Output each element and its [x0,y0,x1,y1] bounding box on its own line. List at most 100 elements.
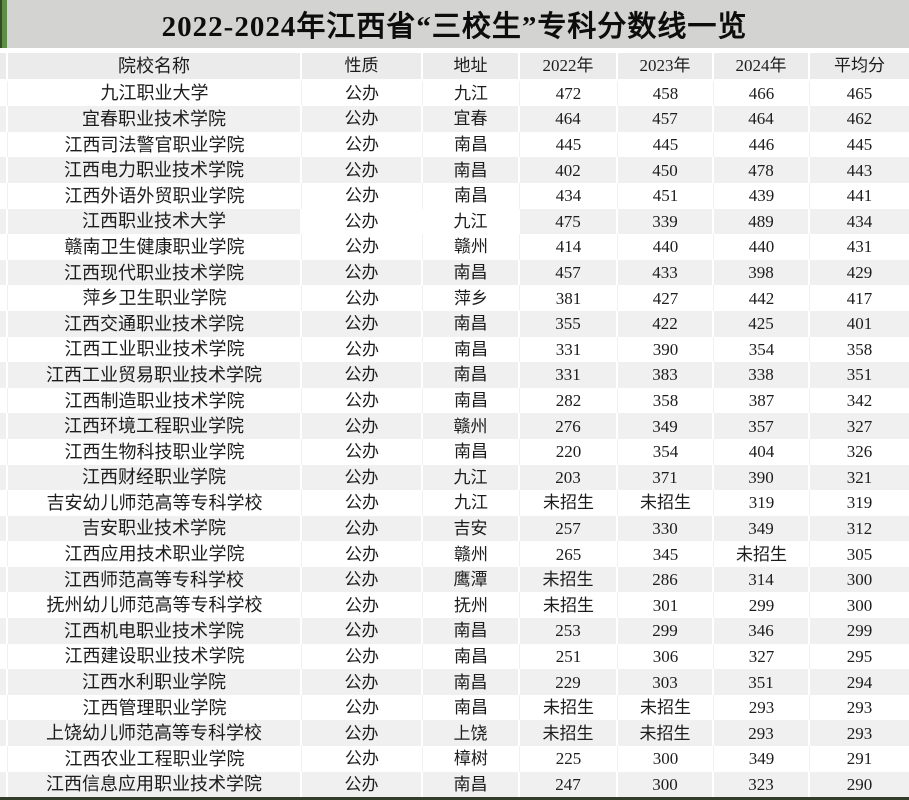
table-cell: 265 [520,541,618,567]
table-cell: 290 [846,774,873,794]
table-cell: 326 [846,442,873,462]
row-left-spacer [0,541,8,567]
row-left-spacer [0,336,8,363]
table-cell: 450 [618,157,714,183]
table-row: 江西财经职业学院 公办 九江 203 371 390 321 [0,464,909,491]
table-cell: 公办 [302,387,423,414]
table-cell: 江西现代职业技术学院 [8,259,302,286]
table-cell: 451 [618,182,714,209]
table-cell: 431 [846,237,873,257]
row-left-spacer [0,80,8,107]
table-cell: 390 [714,464,810,491]
table-cell: 宜春 [423,106,520,132]
table-cell: 公办 [302,106,423,132]
table-cell: 江西建设职业技术学院 [8,643,302,670]
row-left-spacer [0,387,8,414]
table-cell: 323 [714,771,810,798]
table-cell: 354 [714,336,810,363]
table-row: 江西制造职业技术学院 公办 南昌 282 358 387 342 [0,387,909,414]
row-left-spacer [0,464,8,491]
column-header: 院校名称 [8,53,302,79]
table-row: 江西农业工程职业学院 公办 樟树 225 300 349 291 [0,746,909,772]
row-left-spacer [0,438,8,465]
table-cell: 未招生 [520,592,618,619]
green-accent-strip [0,0,7,48]
table-cell: 江西水利职业学院 [8,669,302,695]
row-left-spacer [0,208,8,235]
table-row: 江西机电职业技术学院 公办 南昌 253 299 346 299 [0,618,909,644]
row-left-spacer [0,771,8,798]
table-cell: 公办 [302,285,423,311]
table-cell: 吉安职业技术学院 [8,515,302,542]
table-row: 萍乡卫生职业学院 公办 萍乡 381 427 442 417 [0,285,909,311]
table-cell: 九江 [423,464,520,491]
row-left-spacer [0,234,8,260]
table-cell: 南昌 [423,157,520,183]
table-cell: 229 [520,669,618,695]
table-cell: 公办 [302,515,423,542]
table-cell: 429 [846,263,873,283]
table-cell: 九江 [423,490,520,516]
table-cell: 257 [520,515,618,542]
table-cell: 331 [520,362,618,388]
table-cell: 349 [618,413,714,439]
table-cell: 南昌 [423,694,520,721]
table-cell: 475 [520,208,618,235]
table-row: 江西工业贸易职业技术学院 公办 南昌 331 383 338 351 [0,362,909,388]
row-left-spacer [0,669,8,695]
table-cell: 358 [618,387,714,414]
table-cell: 公办 [302,259,423,286]
table-cell: 南昌 [423,362,520,388]
table-cell: 286 [618,566,714,593]
table-cell: 299 [618,618,714,644]
table-cell: 401 [846,314,873,334]
table-cell: 445 [618,131,714,158]
column-header: 地址 [423,53,520,79]
table-cell: 公办 [302,438,423,465]
table-cell: 江西环境工程职业学院 [8,413,302,439]
table-row: 吉安幼儿师范高等专科学校 公办 九江 未招生 未招生 319 319 [0,490,909,516]
table-cell: 未招生 [618,694,714,721]
table-cell: 434 [846,211,873,231]
table-row: 江西职业技术大学 公办 九江 475 339 489 434 [0,208,909,235]
table-cell: 赣州 [423,413,520,439]
table-cell: 345 [618,541,714,567]
table-row: 江西电力职业技术学院 公办 南昌 402 450 478 443 [0,157,909,183]
table-cell: 江西财经职业学院 [8,464,302,491]
table-cell: 314 [714,566,810,593]
table-cell: 萍乡 [423,285,520,311]
table-row: 江西建设职业技术学院 公办 南昌 251 306 327 295 [0,643,909,670]
table-cell: 吉安 [423,515,520,542]
table-cell: 江西农业工程职业学院 [8,746,302,772]
table-cell: 赣州 [423,234,520,260]
table-cell: 公办 [302,234,423,260]
table-cell: 公办 [302,182,423,209]
table-row: 江西生物科技职业学院 公办 南昌 220 354 404 326 [0,438,909,465]
table-cell: 江西职业技术大学 [8,208,302,235]
table-cell: 330 [618,515,714,542]
row-left-spacer [0,259,8,286]
table-cell: 江西外语外贸职业学院 [8,182,302,209]
table-cell: 342 [846,391,873,411]
row-left-spacer [0,515,8,542]
table-cell: 387 [714,387,810,414]
row-left-spacer [0,53,8,79]
table-cell: 442 [714,285,810,311]
row-left-spacer [0,694,8,721]
table-cell: 355 [520,310,618,337]
table-cell: 441 [846,186,873,206]
table-row: 宜春职业技术学院 公办 宜春 464 457 464 462 [0,106,909,132]
table-cell: 未招生 [618,490,714,516]
table-cell: 294 [846,672,873,692]
table-cell: 439 [714,182,810,209]
table-cell: 公办 [302,80,423,107]
table-cell: 478 [714,157,810,183]
table-header-row: 院校名称 性质 地址 2022年 2023年 2024年 平均分 [0,53,909,81]
table-cell: 381 [520,285,618,311]
table-cell: 464 [714,106,810,132]
table-cell: 江西管理职业学院 [8,694,302,721]
table-cell: 南昌 [423,259,520,286]
page-title: 2022-2024年江西省“三校生”专科分数线一览 [161,11,748,43]
table-cell: 253 [520,618,618,644]
row-left-spacer [0,490,8,516]
